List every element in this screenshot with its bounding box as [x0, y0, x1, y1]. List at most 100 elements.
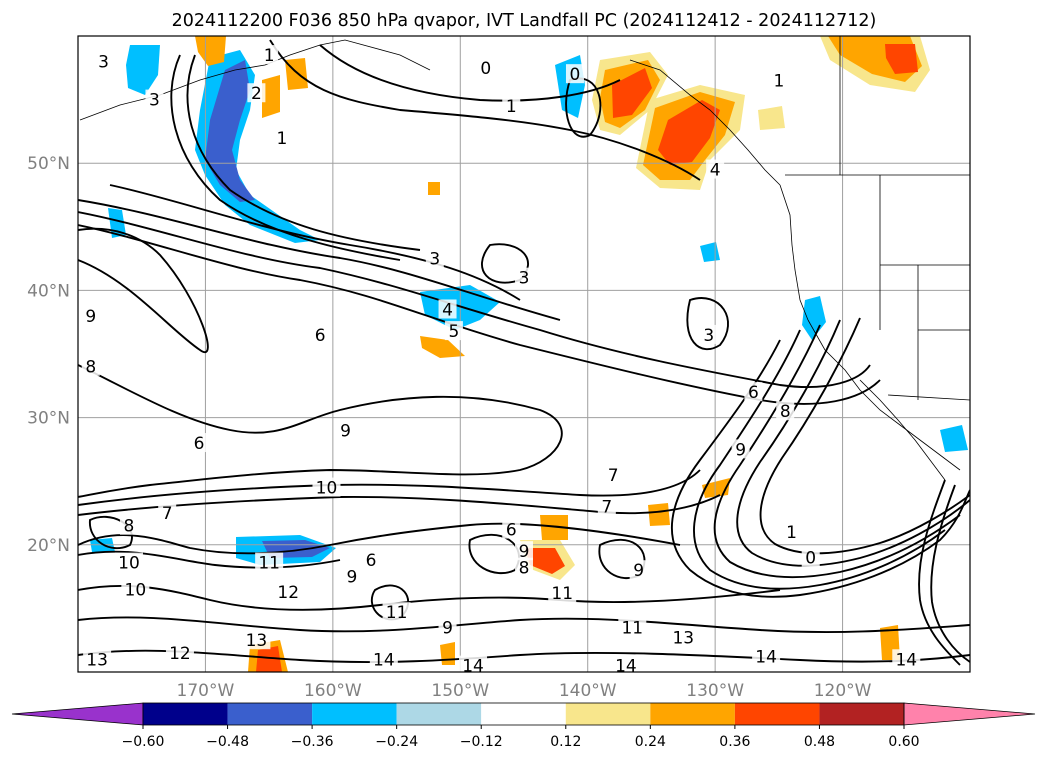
contour-label: 9	[633, 561, 644, 581]
contour-label-bg	[83, 649, 112, 669]
contour-label: 13	[86, 650, 108, 670]
shade-patch-positive	[540, 515, 568, 540]
longitude-tick-labels: 170°W 160°W 150°W 140°W 130°W 120°W	[177, 681, 872, 701]
contour-label-bg	[699, 324, 718, 344]
contour-label: 13	[672, 629, 694, 649]
contour-label-bg	[565, 64, 584, 84]
shade-patch-strong-negative	[205, 60, 255, 202]
contour-label: 11	[386, 603, 408, 623]
colorbar-tick-label: 0.60	[888, 734, 919, 750]
contour-label: 3	[519, 269, 530, 289]
colorbar: −0.60 −0.48 −0.36 −0.24 −0.12 0.12 0.24 0.36 0.4…	[11, 702, 1036, 750]
contour-label-bg	[274, 581, 303, 601]
contour-label-bg	[438, 299, 457, 319]
colorbar-tick-label: 0.36	[719, 734, 750, 750]
contour-label-bg	[272, 127, 291, 147]
contour-label-bg	[145, 89, 164, 109]
contour-label-bg	[121, 579, 150, 599]
contour-label-bg	[618, 617, 647, 637]
contour-label-bg	[247, 83, 266, 103]
colorbar-bin	[565, 703, 651, 725]
lon-tick-label: 150°W	[431, 681, 489, 701]
contour-line	[89, 515, 133, 550]
contour-line	[109, 184, 521, 301]
colorbar-tick-label: −0.48	[206, 734, 249, 750]
contour-line	[670, 339, 970, 598]
contour-label-bg	[769, 70, 788, 90]
lat-tick-label: 50°N	[27, 154, 70, 174]
contour-label-bg	[444, 321, 463, 341]
latitude-tick-labels: 50°N 40°N 30°N 20°N	[27, 154, 70, 556]
contour-label: 9	[340, 421, 351, 441]
contour-label-bg	[119, 515, 138, 535]
contour-label-bg	[190, 433, 209, 453]
contour-line	[930, 484, 970, 663]
contour-label: 8	[519, 559, 530, 579]
lat-tick-label: 30°N	[27, 409, 70, 429]
contour-label-bg	[548, 583, 577, 603]
qvapor-contours	[78, 39, 970, 666]
contour-label: 2	[251, 84, 262, 104]
contour-label: 0	[805, 549, 816, 569]
contour-label: 9	[735, 440, 746, 460]
lon-tick-label: 160°W	[304, 681, 362, 701]
map-frame	[77, 35, 971, 673]
contour-label: 14	[755, 648, 777, 668]
shade-patch-strong-positive	[525, 548, 565, 574]
contour-label: 10	[118, 554, 140, 574]
contour-label-bg	[255, 552, 284, 572]
coastline-california	[807, 319, 961, 471]
lon-tick-label: 170°W	[177, 681, 235, 701]
contour-label: 12	[277, 583, 299, 603]
contour-label-bg	[81, 356, 100, 376]
contour-label: 11	[551, 584, 573, 604]
shade-patch-negative	[940, 425, 968, 452]
colorbar-tick-label: 0.24	[635, 734, 666, 750]
contour-label-bg	[336, 420, 355, 440]
contour-label: 11	[621, 618, 643, 638]
contour-label-bg	[502, 95, 521, 115]
border-us-mexico	[887, 394, 970, 401]
shade-patch-strong-positive	[885, 44, 918, 74]
contour-label-bg	[629, 560, 648, 580]
contour-line	[686, 297, 729, 351]
coastline-baja	[859, 379, 946, 481]
contour-line	[78, 649, 970, 664]
colorbar-bin	[143, 703, 228, 725]
colorbar-frame	[142, 702, 905, 726]
colorbar-extend-low	[11, 702, 144, 726]
contour-label-bg	[731, 439, 750, 459]
contour-label-bg	[438, 617, 457, 637]
contour-label: 12	[169, 644, 191, 664]
contour-label-bg	[476, 57, 495, 77]
contour-label-bg	[801, 547, 820, 567]
contour-label-bg	[165, 642, 194, 662]
colorbar-bin	[650, 703, 735, 725]
colorbar-tick-label: 0.48	[804, 734, 835, 750]
contour-line	[78, 211, 871, 388]
contour-label-bg	[260, 45, 279, 65]
shade-patch-positive	[195, 36, 226, 66]
contour-label: 11	[258, 554, 280, 574]
contour-label-bg	[342, 566, 361, 586]
colorbar-bin	[396, 703, 482, 725]
contour-label: 9	[85, 307, 96, 327]
contour-label-bg	[515, 557, 533, 577]
contour-label: 10	[125, 580, 147, 600]
contour-label: 14	[373, 650, 395, 670]
shade-patch-positive	[440, 642, 455, 665]
colorbar-bin	[819, 703, 904, 725]
contour-label-bg	[669, 627, 698, 647]
shade-patch-negative	[126, 45, 160, 95]
contour-label: 14	[895, 650, 917, 670]
contour-label-bg	[776, 401, 795, 421]
contour-label: 7	[162, 504, 173, 524]
contour-line	[78, 469, 701, 506]
contour-label: 4	[442, 300, 453, 320]
contour-label: 6	[748, 383, 759, 403]
contour-line	[78, 364, 563, 498]
contour-label-bg	[459, 655, 488, 672]
contour-label: 0	[570, 65, 581, 85]
lon-tick-label: 130°W	[686, 681, 744, 701]
